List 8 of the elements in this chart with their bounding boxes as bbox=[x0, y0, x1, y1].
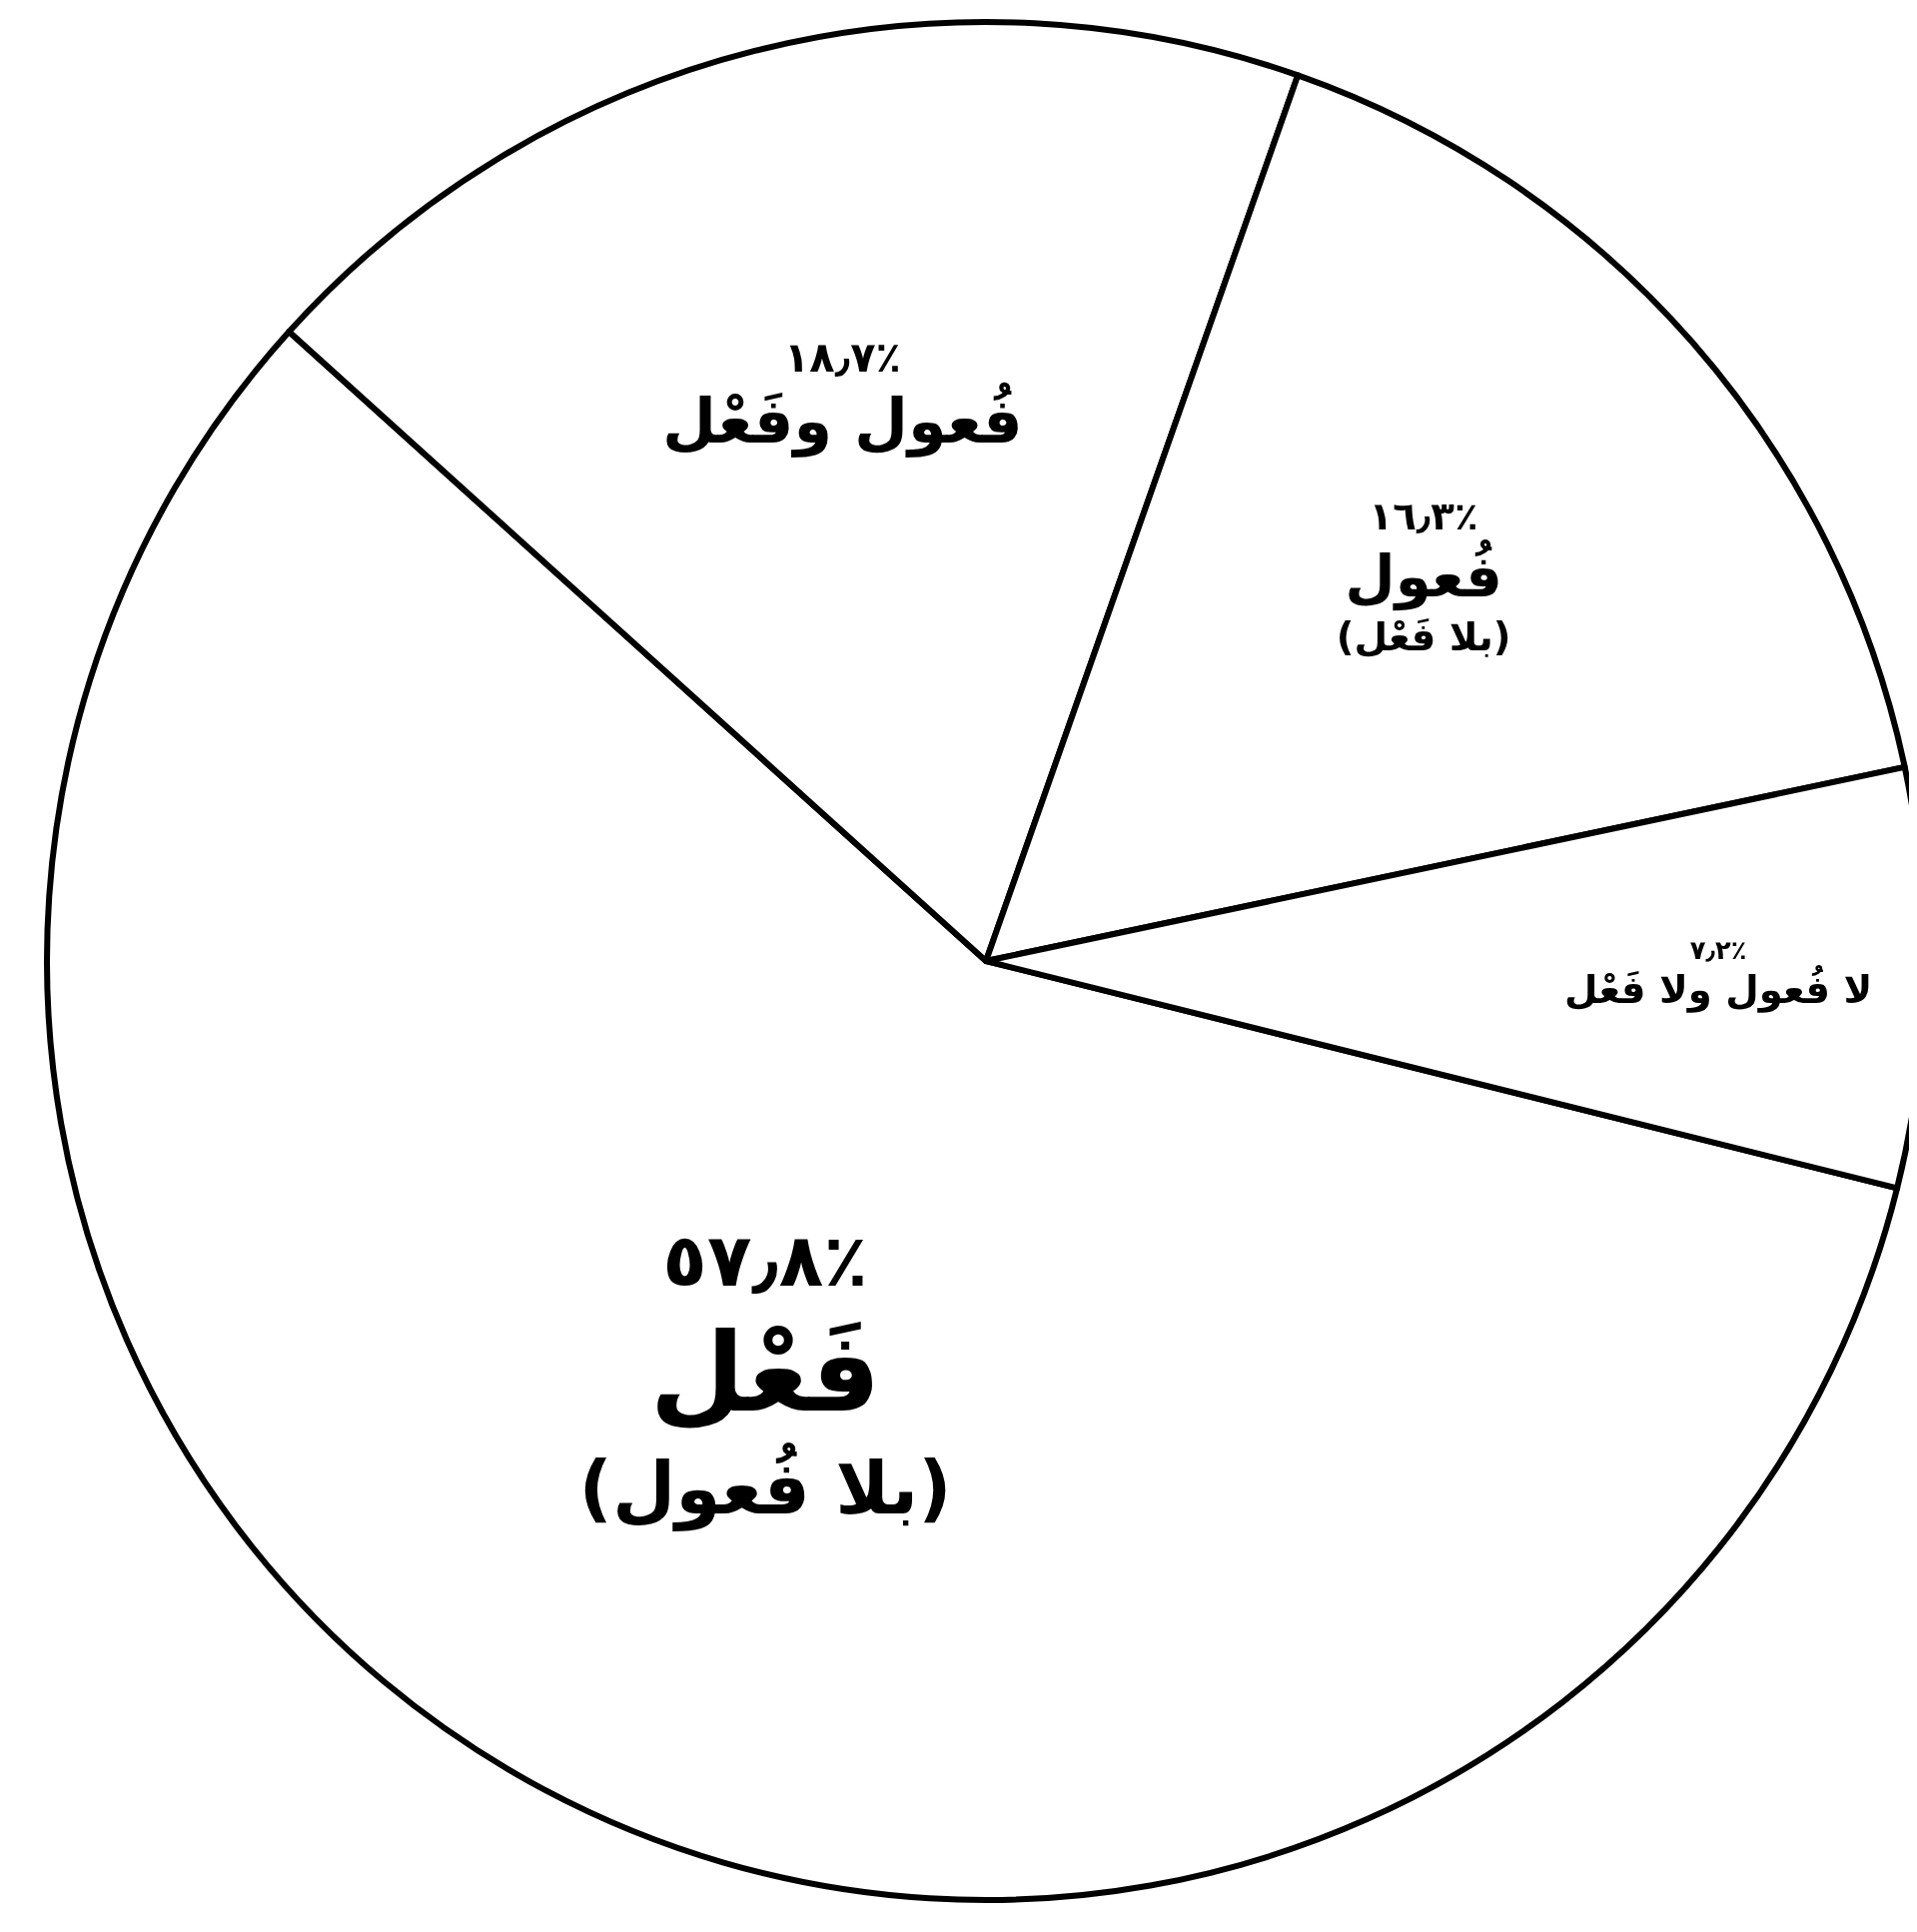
data-label: ٪٥٧٫٨ bbox=[662, 1217, 868, 1303]
data-label: ٪١٦٫٣ bbox=[1369, 492, 1478, 538]
slice-label: فُعول وفَعْل bbox=[662, 381, 1023, 459]
slice-label: فَعْل (بلا فُعول) bbox=[578, 1309, 952, 1531]
data-label: ٪٧٫٢ bbox=[1689, 934, 1747, 965]
slice-label: فُعول (بلا فَعْل) bbox=[1336, 539, 1511, 659]
slice-label: لا فُعول ولا فَعْل bbox=[1563, 965, 1873, 1013]
data-label: ٪١٨٫٧ bbox=[784, 332, 901, 382]
